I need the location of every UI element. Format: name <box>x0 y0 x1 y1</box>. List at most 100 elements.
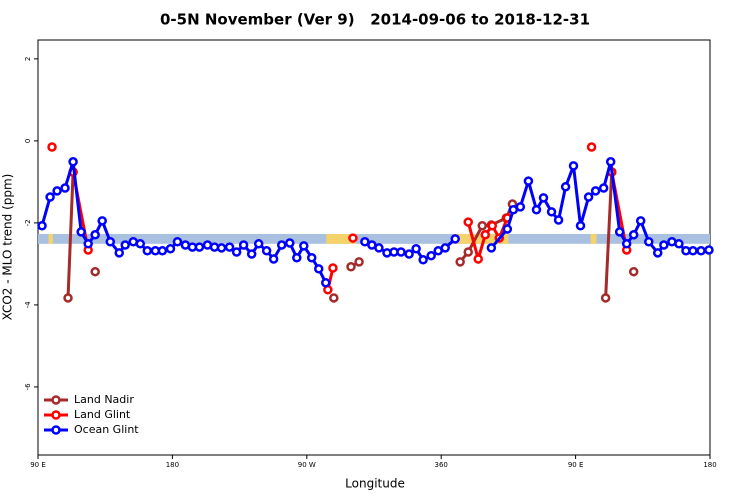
data-point <box>560 182 571 192</box>
data-point <box>477 221 488 231</box>
data-point <box>621 239 632 249</box>
x-axis-label: Longitude <box>345 477 405 491</box>
y-tick-label: 2 <box>24 57 32 61</box>
data-point <box>583 192 594 202</box>
x-tick-label: 90 E <box>568 461 584 469</box>
data-point <box>568 161 579 171</box>
data-point <box>455 257 465 267</box>
data-point <box>224 242 235 252</box>
data-point <box>473 254 483 264</box>
data-point <box>97 216 107 226</box>
data-point <box>328 263 338 273</box>
data-point <box>538 193 549 203</box>
data-point <box>120 240 130 250</box>
data-point <box>480 230 491 240</box>
data-point <box>644 237 654 247</box>
data-point <box>360 237 370 247</box>
data-point <box>450 234 460 244</box>
data-point <box>598 183 609 193</box>
data-point <box>292 253 302 263</box>
data-point <box>114 248 124 258</box>
data-point <box>590 186 601 196</box>
x-tick-label: 180 <box>166 461 179 469</box>
data-point <box>329 293 339 303</box>
data-point <box>63 293 73 303</box>
data-point <box>60 183 70 193</box>
data-point <box>261 246 272 256</box>
data-point <box>704 245 714 255</box>
band-highlight <box>590 233 597 244</box>
data-point <box>268 254 279 264</box>
data-point <box>696 246 706 256</box>
data-point <box>586 142 597 152</box>
data-point <box>605 157 616 167</box>
data-point <box>276 240 287 250</box>
data-point <box>628 266 639 277</box>
data-point <box>463 247 473 257</box>
band-highlight <box>326 233 357 244</box>
data-point <box>306 253 317 263</box>
data-point <box>486 243 497 253</box>
data-point <box>194 242 205 252</box>
data-point <box>628 230 639 240</box>
data-point <box>45 192 55 202</box>
data-point <box>76 227 86 237</box>
data-point <box>321 278 331 288</box>
data-point <box>135 239 146 249</box>
data-point <box>553 215 564 225</box>
data-point <box>172 237 183 247</box>
legend-label: Land Glint <box>74 408 131 421</box>
data-point <box>652 248 663 258</box>
data-point <box>157 246 168 256</box>
data-point <box>418 255 428 265</box>
data-point <box>348 233 358 243</box>
data-point <box>231 247 242 257</box>
data-point <box>674 239 684 249</box>
data-point <box>90 266 100 277</box>
data-point <box>404 249 414 259</box>
data-point <box>52 186 62 196</box>
data-point <box>502 224 513 234</box>
data-point <box>90 230 100 240</box>
data-point <box>487 221 498 231</box>
data-point <box>354 257 364 267</box>
x-tick-label: 180 <box>703 461 716 469</box>
legend-label: Land Nadir <box>74 393 134 406</box>
data-point <box>635 216 646 226</box>
y-tick-label: 0 <box>24 139 32 143</box>
data-point <box>253 239 264 249</box>
data-point <box>374 243 384 253</box>
data-point <box>614 227 625 237</box>
data-point <box>546 207 557 217</box>
data-point <box>313 264 324 274</box>
data-point <box>600 293 611 303</box>
data-point <box>659 240 669 250</box>
legend-marker <box>51 410 61 420</box>
data-point <box>105 237 116 247</box>
data-point <box>83 239 93 249</box>
series-line <box>40 161 328 284</box>
data-point <box>238 240 249 250</box>
band-highlight <box>48 233 53 244</box>
x-tick-label: 90 W <box>298 461 316 469</box>
y-tick-label: -2 <box>24 219 32 226</box>
data-point <box>346 262 356 272</box>
data-point <box>463 217 473 227</box>
band <box>38 233 710 244</box>
series-line <box>66 171 75 299</box>
data-point <box>575 221 586 231</box>
data-point <box>299 241 309 251</box>
data-point <box>531 205 542 215</box>
y-tick-label: -4 <box>24 301 32 309</box>
data-point <box>396 247 406 257</box>
data-point <box>440 243 450 253</box>
data-point <box>523 176 534 186</box>
data-point <box>68 157 78 167</box>
data-point <box>216 243 227 253</box>
data-point <box>688 246 698 256</box>
legend-marker <box>51 395 61 405</box>
data-point <box>426 250 436 261</box>
x-tick-label: 90 E <box>30 461 46 469</box>
data-point <box>246 249 257 259</box>
